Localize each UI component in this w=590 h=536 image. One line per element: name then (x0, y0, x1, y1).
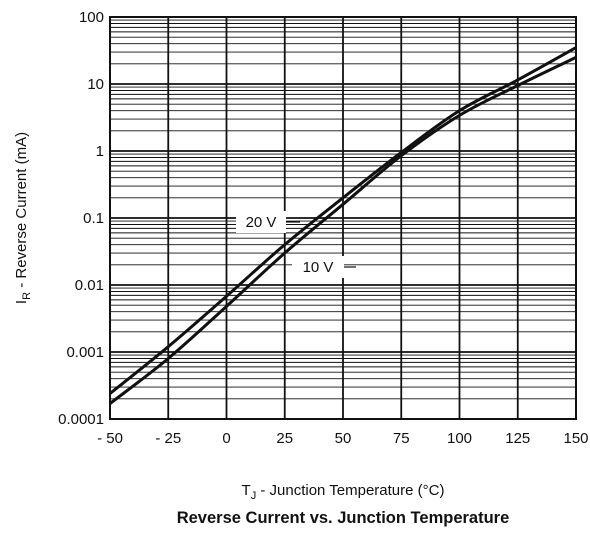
y-tick-label: 1 (96, 143, 104, 160)
y-tick-label: 0.1 (83, 210, 104, 227)
series-label-20v: 20 V (246, 214, 277, 231)
x-tick-label: 100 (447, 430, 472, 447)
y-tick-label: 0.001 (66, 344, 104, 361)
y-tick-label: 0.01 (75, 277, 104, 294)
x-tick-label: 25 (276, 430, 293, 447)
x-tick-label: 125 (505, 430, 530, 447)
x-tick-label: 0 (222, 430, 230, 447)
x-tick-label: 150 (563, 430, 588, 447)
y-tick-label: 0.0001 (58, 411, 104, 428)
chart-title: Reverse Current vs. Junction Temperature (177, 509, 510, 527)
x-tick-label: 50 (335, 430, 352, 447)
x-tick-label: 75 (393, 430, 410, 447)
y-tick-label: 10 (87, 76, 104, 93)
y-tick-label: 100 (79, 9, 104, 26)
x-tick-label: - 50 (97, 430, 123, 447)
x-tick-label: - 25 (155, 430, 181, 447)
series-label-10v: 10 V (303, 259, 334, 276)
